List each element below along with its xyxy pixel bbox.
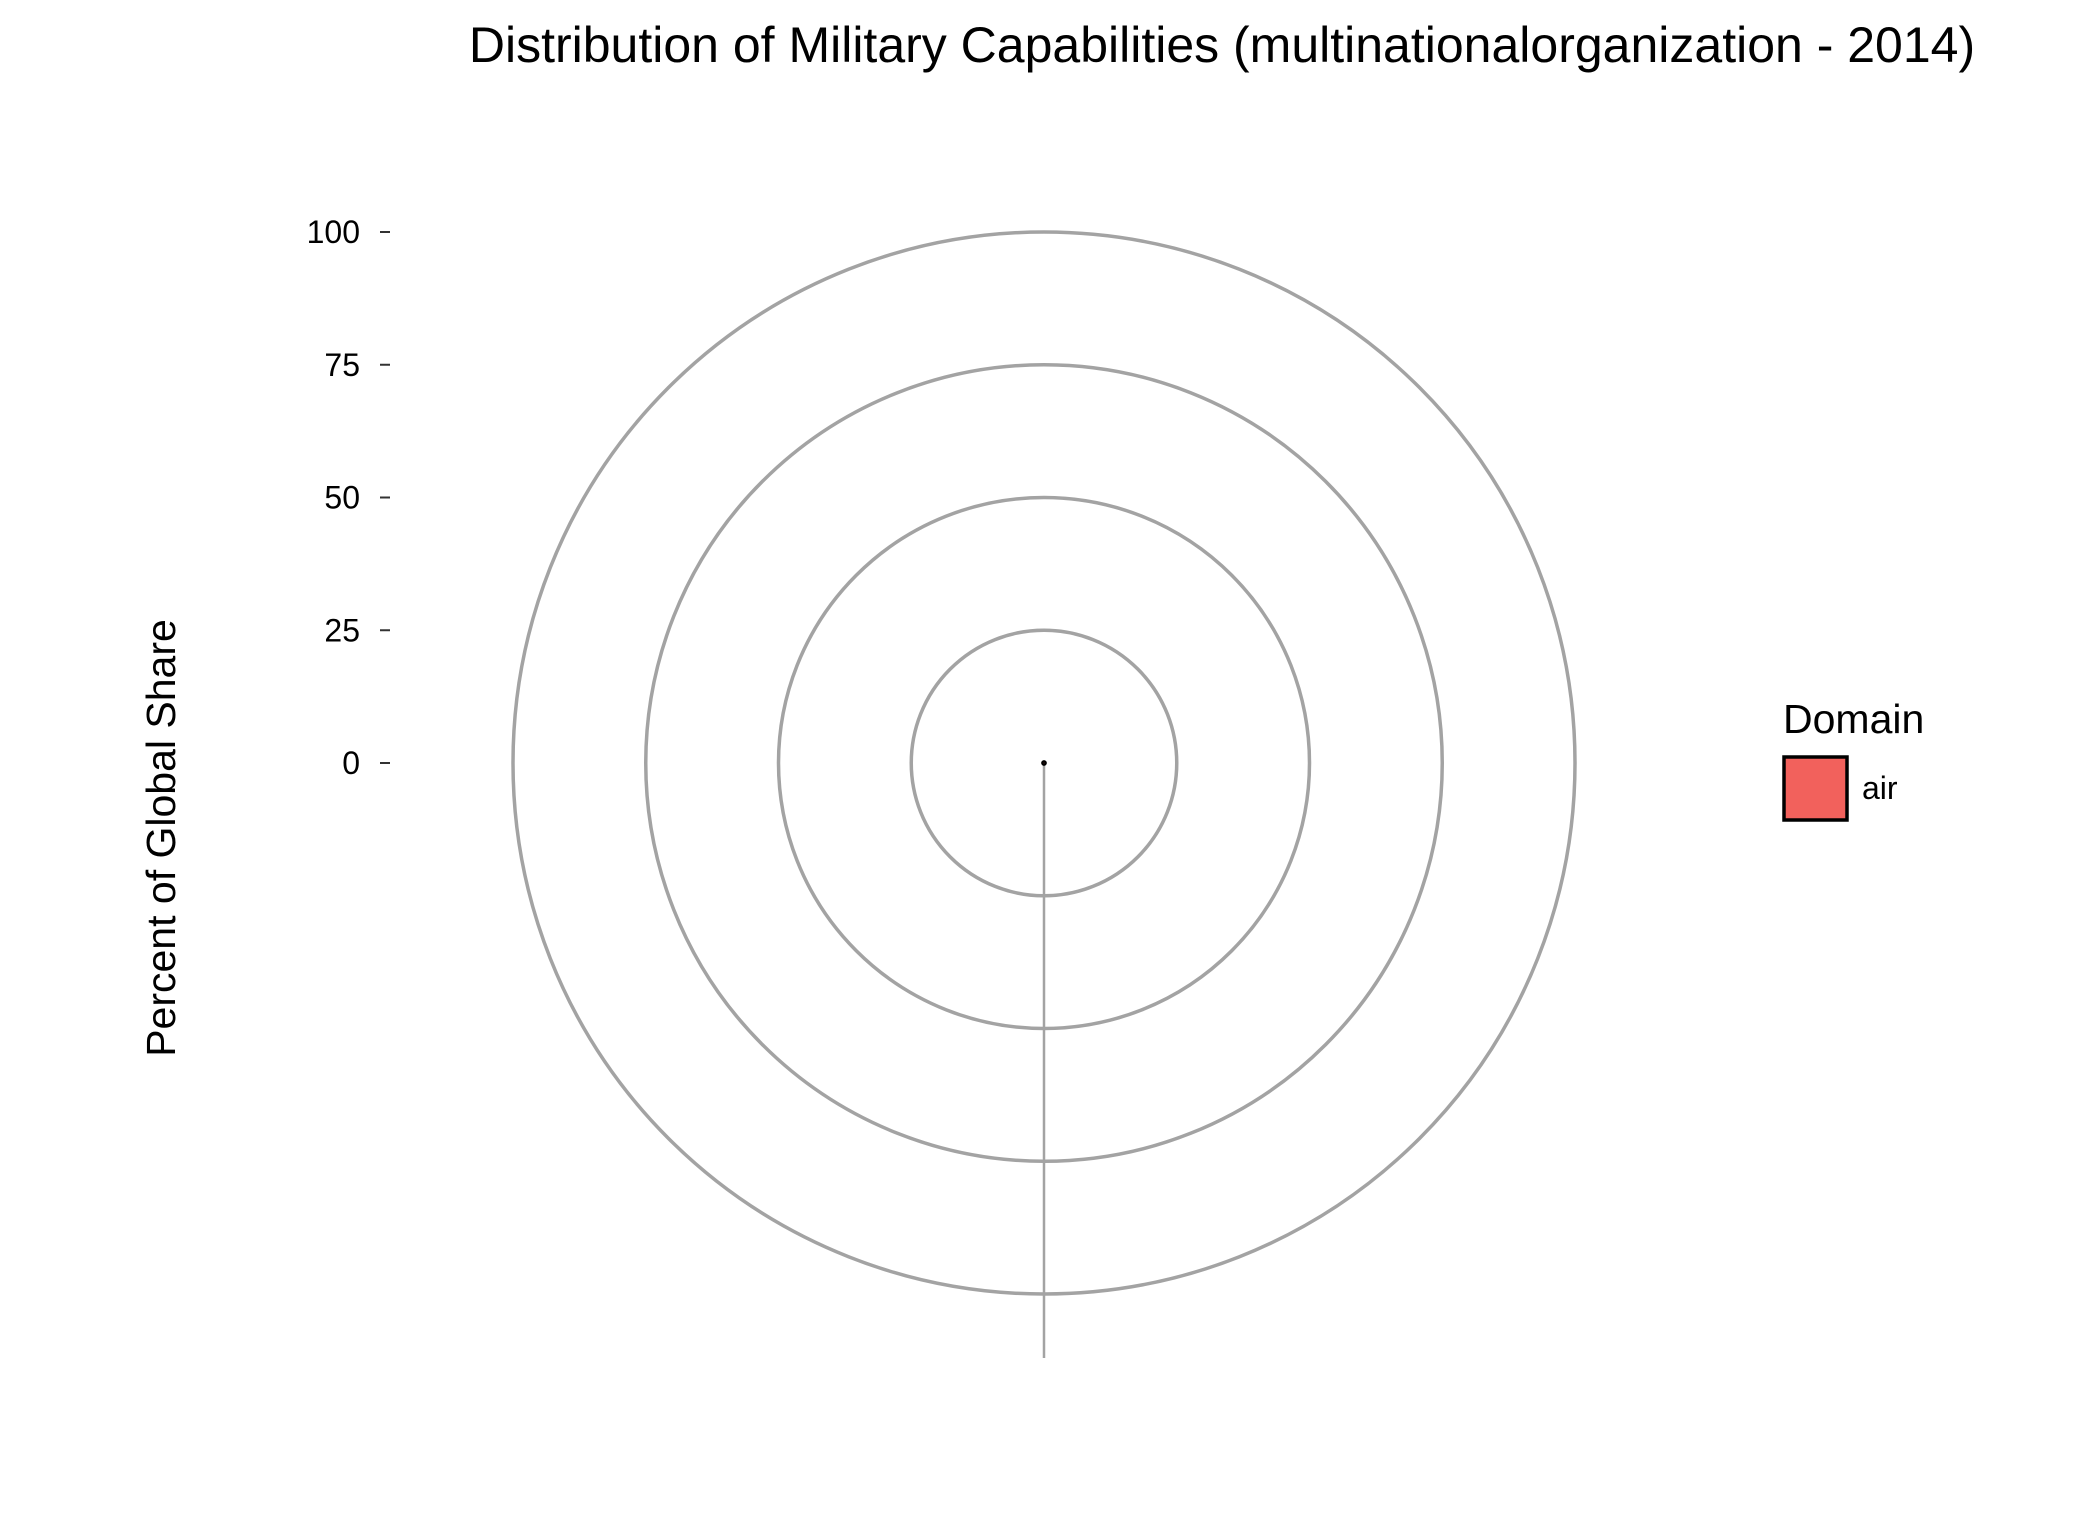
y-tick-label-75: 75 — [324, 347, 360, 383]
polar-grid — [511, 230, 1577, 1358]
y-tick-label-25: 25 — [324, 612, 360, 648]
legend: Domain air — [1782, 696, 1924, 822]
legend-title: Domain — [1783, 696, 1924, 742]
y-tick-label-0: 0 — [342, 745, 360, 781]
y-axis: 0 25 50 75 100 — [307, 214, 390, 781]
y-tick-label-50: 50 — [324, 480, 360, 516]
legend-entries: air — [1782, 755, 1898, 822]
data-marks — [1041, 760, 1047, 766]
chart-title: Distribution of Military Capabilities (m… — [469, 17, 1975, 73]
y-axis-title: Percent of Global Share — [138, 619, 184, 1057]
legend-swatch-air — [1782, 755, 1849, 822]
y-tick-label-100: 100 — [307, 214, 360, 250]
legend-label-air: air — [1862, 770, 1898, 806]
bar-air — [1041, 760, 1047, 766]
